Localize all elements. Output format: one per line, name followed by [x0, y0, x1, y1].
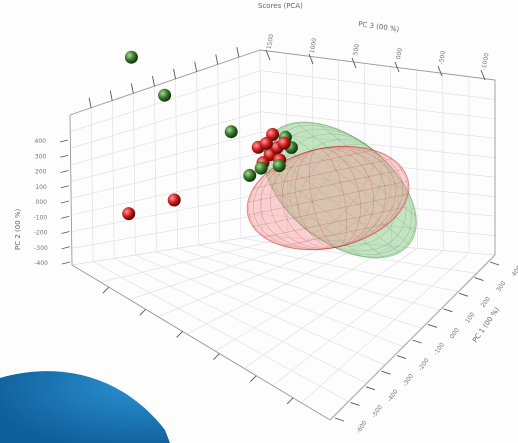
pc1-tick-label: 000 — [449, 327, 461, 341]
pc1-tick-label: 400 — [511, 264, 518, 278]
pc2-tick-label: -200 — [34, 230, 48, 237]
red-confidence-ellipse — [246, 145, 410, 251]
pc1-tick-label: 300 — [495, 280, 507, 294]
green-data-point — [224, 125, 238, 139]
pc2-tick-labels: 400 300 200 100 000 -100 -200 -300 -400 — [34, 138, 49, 267]
pc1-tick-label: 100 — [464, 311, 476, 325]
pc1-tick-label: -600 — [355, 419, 369, 434]
pc1-tick-label: 200 — [480, 295, 492, 309]
confidence-ellipses — [246, 121, 417, 259]
pc2-tick-label: 000 — [36, 199, 48, 206]
data-points — [122, 50, 298, 221]
pc2-tick-label: 100 — [35, 184, 47, 191]
red-data-point — [122, 207, 136, 221]
pc3-tick-label: 1000 — [309, 37, 319, 53]
pc2-tick-label: -300 — [34, 245, 48, 252]
pc2-tick-label: 200 — [35, 169, 47, 176]
red-data-point — [167, 193, 181, 207]
green-data-point — [254, 161, 268, 175]
pc3-tick-label: 1500 — [266, 33, 276, 49]
red-data-point — [277, 136, 291, 150]
pc3-tick-labels: 1500 1000 500 000 -500 -1000 — [266, 33, 491, 70]
pc1-axis-label: PC 1 (00 %) — [471, 306, 501, 345]
pc2-tick-label: -400 — [34, 260, 48, 267]
pc1-tick-label: -300 — [401, 373, 415, 388]
green-data-point — [124, 50, 138, 64]
pc1-tick-label: -200 — [417, 357, 431, 372]
pc1-tick-label: -100 — [432, 341, 446, 356]
pc2-tick-label: 400 — [35, 138, 47, 145]
plot-box — [69, 49, 496, 421]
blue-corner-decoration — [0, 371, 170, 443]
pc3-tick-label: -500 — [438, 50, 447, 65]
green-confidence-ellipse — [263, 121, 417, 259]
pc3-tick-label: -1000 — [481, 52, 491, 71]
pc3-axis-label: PC 3 (00 %) — [358, 20, 400, 34]
axis-tick-marks — [59, 47, 500, 422]
pc1-tick-label: -400 — [386, 388, 400, 403]
pc1-tick-label: -500 — [370, 404, 384, 419]
red-data-point — [259, 136, 273, 150]
pc2-tick-label: 300 — [35, 153, 47, 160]
pc3-tick-label: 500 — [352, 43, 361, 56]
top-label: Scores (PCA) — [258, 2, 303, 10]
pc2-tick-label: -100 — [34, 214, 48, 221]
green-data-point — [243, 168, 257, 182]
pc2-axis-label: PC 2 (00 %) — [14, 208, 22, 250]
green-data-point — [272, 159, 286, 173]
pc3-tick-label: 000 — [395, 47, 404, 60]
green-data-point — [158, 88, 172, 102]
